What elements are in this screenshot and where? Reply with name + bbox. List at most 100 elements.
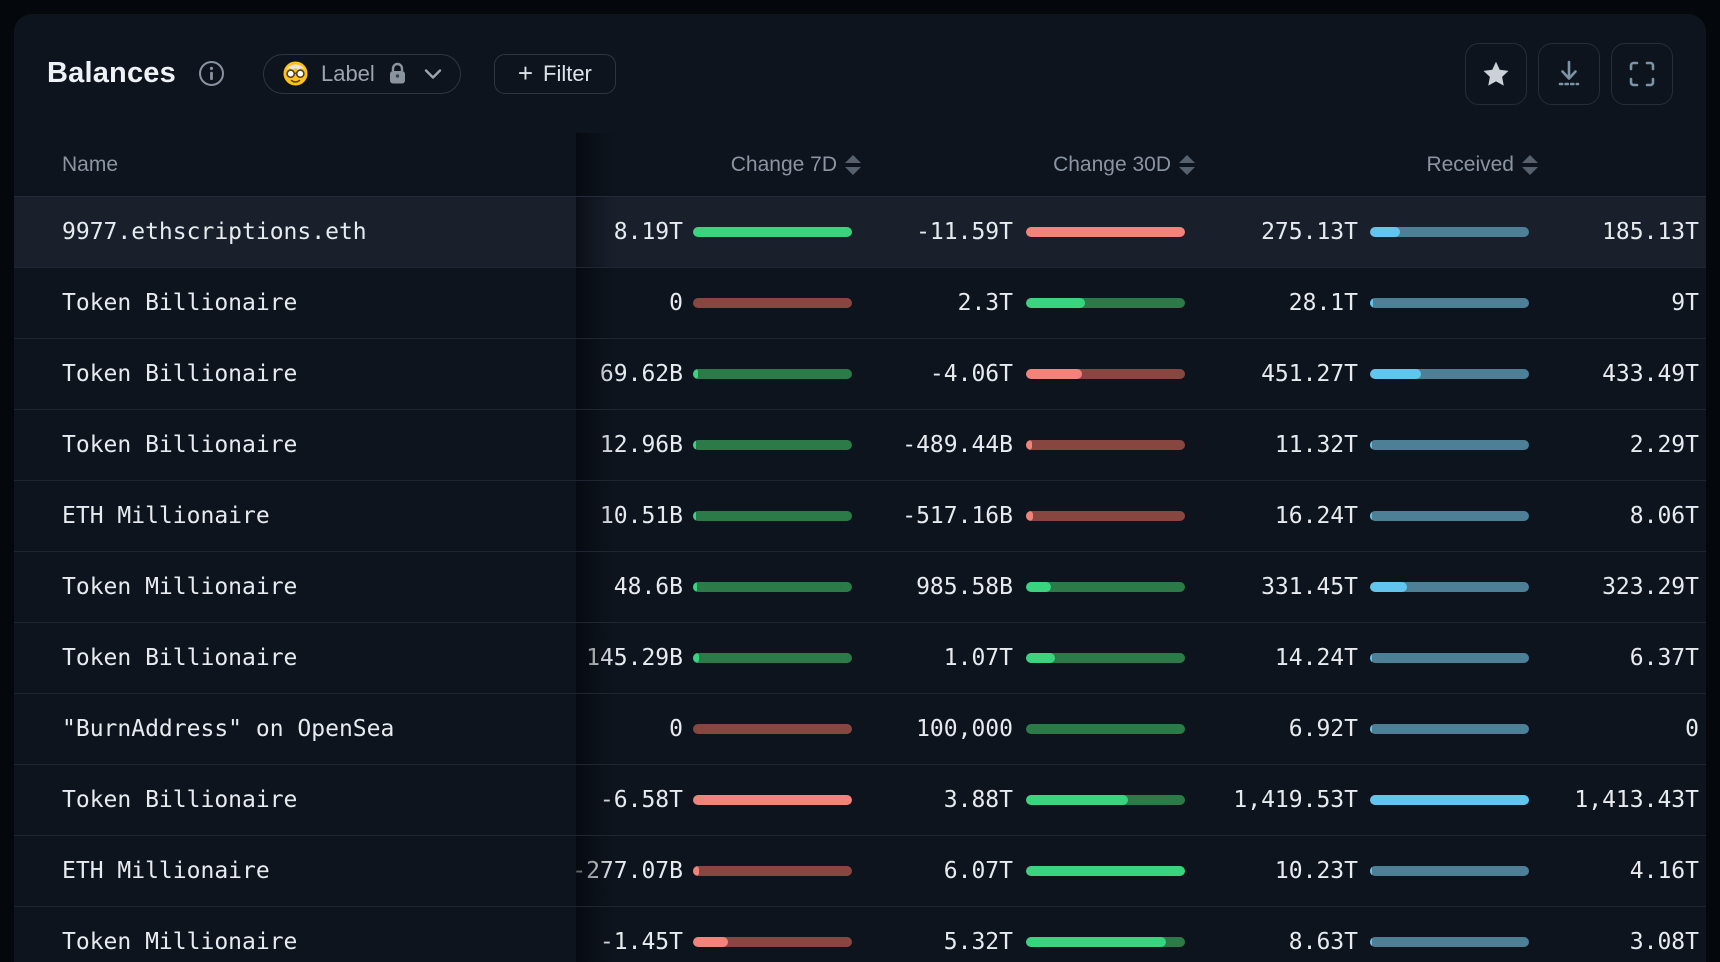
page-title: Balances (47, 57, 176, 89)
download-button[interactable] (1538, 42, 1600, 105)
nerd-face-icon (282, 60, 309, 87)
change-30d-bar (1026, 724, 1185, 734)
received-value: 28.1T (1288, 290, 1358, 316)
table-row[interactable]: 10.51B -517.16B 16.24T 8.06T ETH Millionaire (14, 481, 1706, 552)
column-header-received[interactable]: Received (1426, 133, 1538, 196)
change-30d-bar (1026, 582, 1185, 592)
change-7d-bar (693, 724, 852, 734)
bar-fill (1026, 582, 1052, 592)
change-30d-value: 3.88T (943, 787, 1013, 813)
received-value: 331.45T (1261, 574, 1358, 600)
add-filter-button[interactable]: + Filter (493, 53, 616, 94)
change-30d-bar (1026, 795, 1185, 805)
table-rows: 8.19T -11.59T 275.13T 185.13T 9977.ethscript… (14, 197, 1706, 962)
row-values: -6.58T 3.88T 1,419.53T 1,413.43T (14, 765, 1706, 835)
received-bar (1370, 369, 1529, 379)
column-header-change-30d[interactable]: Change 30D (1053, 133, 1195, 196)
table-row[interactable]: 12.96B -489.44B 11.32T 2.29T Token Billionai… (14, 410, 1706, 481)
sort-icon (845, 154, 861, 175)
table-row[interactable]: 145.29B 1.07T 14.24T 6.37T Token Billionaire (14, 623, 1706, 694)
table-row[interactable]: -277.07B 6.07T 10.23T 4.16T ETH Millionaire (14, 836, 1706, 907)
balances-panel: Balances Label (14, 14, 1706, 962)
change-7d-value: 0 (669, 716, 683, 742)
change-30d-value: -4.06T (929, 361, 1013, 387)
change-30d-bar (1026, 653, 1185, 663)
label-filter-text: Label (320, 60, 375, 86)
toolbar: Balances Label (14, 14, 1706, 133)
bar-fill (1370, 298, 1374, 308)
bar-fill (1026, 866, 1185, 876)
row-values: 10.51B -517.16B 16.24T 8.06T (14, 481, 1706, 551)
change-7d-bar (693, 653, 852, 663)
bar-fill (1370, 440, 1372, 450)
table-row[interactable]: 0 100,000 6.92T 0 "BurnAddress" on OpenSea (14, 694, 1706, 765)
bar-fill (1026, 653, 1055, 663)
filter-button-label: Filter (543, 60, 592, 86)
row-name: Token Billionaire (14, 268, 576, 338)
table-row[interactable]: -6.58T 3.88T 1,419.53T 1,413.43T Token Billi… (14, 765, 1706, 836)
change-30d-value: 5.32T (943, 929, 1013, 955)
change-7d-value: 12.96B (599, 432, 683, 458)
received-bar (1370, 582, 1529, 592)
bar-fill (693, 653, 700, 663)
received-value: 1,419.53T (1233, 787, 1358, 813)
sticky-column-shadow (576, 133, 616, 196)
change-30d-bar (1026, 937, 1185, 947)
table-row[interactable]: 8.19T -11.59T 275.13T 185.13T 9977.ethscript… (14, 197, 1706, 268)
bar-fill (1370, 369, 1421, 379)
balances-table: Name Change 7D Change 30D Received 8.19T… (14, 133, 1706, 962)
received-value: 10.23T (1274, 858, 1358, 884)
bar-fill (693, 866, 700, 876)
fullscreen-button[interactable] (1611, 42, 1673, 105)
change-7d-bar (693, 511, 852, 521)
received-value: 451.27T (1261, 361, 1358, 387)
download-icon (1558, 60, 1580, 85)
received-value: 6.92T (1288, 716, 1358, 742)
change-7d-bar (693, 866, 852, 876)
row-name: Token Billionaire (14, 765, 576, 835)
column-header-name[interactable]: Name (62, 152, 119, 176)
fullscreen-icon (1629, 61, 1655, 86)
change-30d-bar (1026, 440, 1185, 450)
change-30d-value: 1.07T (943, 645, 1013, 671)
row-values: 0 100,000 6.92T 0 (14, 694, 1706, 764)
last-column-value: 433.49T (1602, 361, 1699, 387)
last-column-value: 323.29T (1602, 574, 1699, 600)
column-header-change-7d[interactable]: Change 7D (731, 133, 861, 196)
bar-fill (1026, 227, 1185, 237)
change-30d-value: -489.44B (902, 432, 1013, 458)
last-column-value: 3.08T (1629, 929, 1699, 955)
bar-fill (1370, 653, 1372, 663)
change-7d-bar (693, 298, 852, 308)
plus-icon: + (517, 57, 533, 88)
change-7d-value: 0 (669, 290, 683, 316)
row-name: ETH Millionaire (14, 836, 576, 906)
label-filter-dropdown[interactable]: Label (262, 53, 461, 94)
table-row[interactable]: 69.62B -4.06T 451.27T 433.49T Token Billiona… (14, 339, 1706, 410)
last-column-value: 4.16T (1629, 858, 1699, 884)
table-header: Name Change 7D Change 30D Received (14, 133, 1706, 197)
bar-fill (693, 369, 698, 379)
table-row[interactable]: -1.45T 5.32T 8.63T 3.08T Token Millionaire (14, 907, 1706, 962)
last-column-value: 2.29T (1629, 432, 1699, 458)
bar-fill (693, 227, 852, 237)
row-name: Token Millionaire (14, 907, 576, 962)
table-row[interactable]: 0 2.3T 28.1T 9T Token Billionaire (14, 268, 1706, 339)
star-icon (1483, 61, 1509, 86)
favorite-star-button[interactable] (1465, 42, 1527, 105)
bar-fill (1370, 866, 1372, 876)
bar-fill (1370, 937, 1372, 947)
bar-fill (1026, 795, 1128, 805)
bar-fill (1026, 298, 1085, 308)
row-name: 9977.ethscriptions.eth (14, 197, 576, 267)
change-7d-value: 10.51B (599, 503, 683, 529)
table-row[interactable]: 48.6B 985.58B 331.45T 323.29T Token Milliona… (14, 552, 1706, 623)
info-icon[interactable] (198, 60, 225, 87)
last-column-value: 1,413.43T (1574, 787, 1699, 813)
change-7d-value: 8.19T (613, 219, 683, 245)
row-name: Token Billionaire (14, 410, 576, 480)
bar-fill (693, 582, 697, 592)
bar-fill (1370, 227, 1401, 237)
row-name: Token Billionaire (14, 623, 576, 693)
change-7d-value: -6.58T (599, 787, 683, 813)
